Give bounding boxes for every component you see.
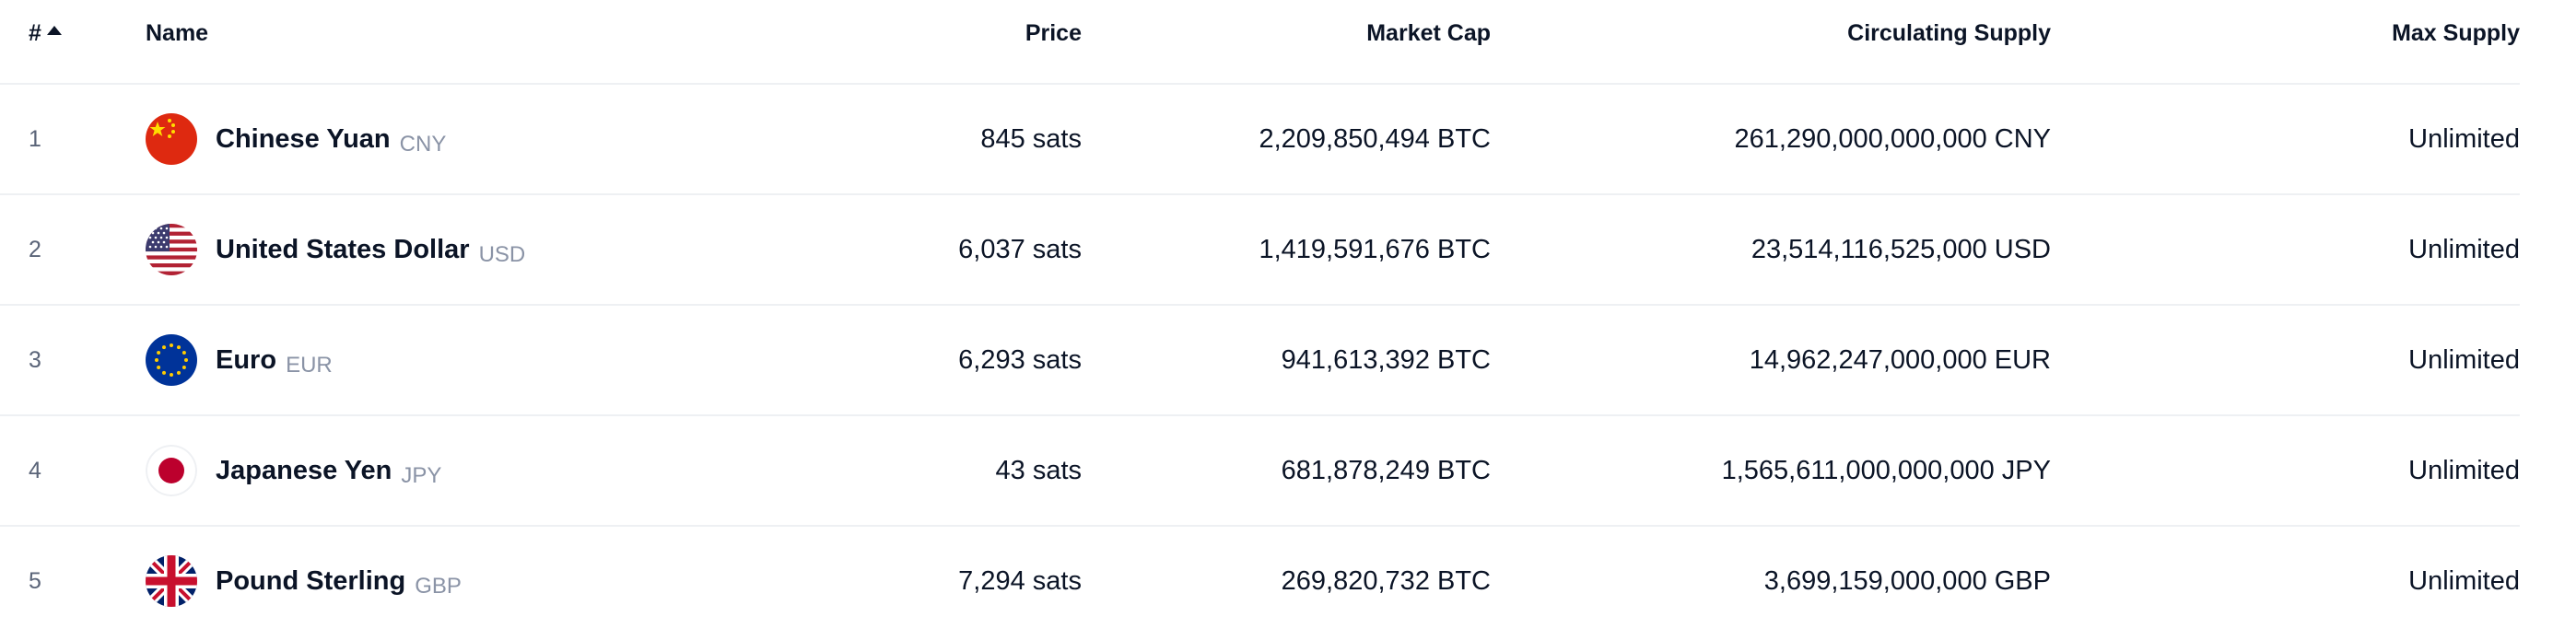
table-row[interactable]: 1 Chinese Yuan CNY 845 sats 2,209,850,494…: [0, 85, 2520, 195]
usa-flag-icon: [146, 224, 197, 275]
circulating-supply-cell: 3,699,159,000,000 GBP: [1763, 566, 2051, 596]
max-supply-cell: Unlimited: [2408, 124, 2520, 154]
table-row[interactable]: 3 Euro EUR 6,293 sats 941,613,392 BTC 14,…: [0, 306, 2520, 416]
rank-cell: 4: [29, 458, 41, 483]
name-cell[interactable]: Chinese Yuan CNY: [146, 85, 790, 193]
price-cell: 7,294 sats: [958, 566, 1082, 596]
currency-table: # Name Price Market Cap Circulating Supp…: [0, 0, 2520, 635]
price-cell: 845 sats: [980, 124, 1082, 154]
table-row[interactable]: 4 Japanese Yen JPY 43 sats 681,878,249 BT…: [0, 416, 2520, 527]
name-header[interactable]: Name: [146, 20, 209, 46]
price-header[interactable]: Price: [1025, 20, 1082, 46]
max-supply-cell: Unlimited: [2408, 345, 2520, 375]
market-cap-cell: 1,419,591,676 BTC: [1259, 235, 1491, 264]
table-row[interactable]: 5 Pound Sterling GBP 7,294 sats 269,820,7…: [0, 527, 2520, 635]
currency-code: USD: [478, 242, 526, 267]
japan-flag-icon: [146, 445, 197, 496]
rank-cell: 1: [29, 126, 41, 152]
currency-code: JPY: [401, 463, 442, 488]
market-cap-cell: 941,613,392 BTC: [1281, 345, 1491, 375]
price-cell: 43 sats: [995, 456, 1083, 485]
currency-name: Pound Sterling: [216, 566, 406, 596]
name-cell[interactable]: Pound Sterling GBP: [146, 527, 790, 635]
currency-code: CNY: [399, 132, 447, 157]
price-cell: 6,293 sats: [958, 345, 1082, 375]
price-cell: 6,037 sats: [958, 235, 1082, 264]
market-cap-header[interactable]: Market Cap: [1366, 20, 1491, 46]
circulating-supply-cell: 14,962,247,000,000 EUR: [1749, 345, 2051, 375]
uk-flag-icon: [146, 555, 197, 607]
max-supply-cell: Unlimited: [2408, 566, 2520, 596]
max-supply-cell: Unlimited: [2408, 456, 2520, 485]
rank-cell: 3: [29, 347, 41, 373]
name-cell[interactable]: Euro EUR: [146, 306, 790, 414]
table-row[interactable]: 2: [0, 195, 2520, 306]
max-supply-cell: Unlimited: [2408, 235, 2520, 264]
currency-name: Chinese Yuan: [216, 124, 391, 154]
name-cell[interactable]: Japanese Yen JPY: [146, 416, 790, 525]
rank-header[interactable]: #: [29, 0, 84, 83]
table-header: # Name Price Market Cap Circulating Supp…: [0, 0, 2520, 85]
eu-flag-icon: [146, 334, 197, 386]
market-cap-cell: 2,209,850,494 BTC: [1259, 124, 1491, 154]
china-flag-icon: [146, 113, 197, 165]
rank-header-label: #: [29, 20, 41, 46]
scroll-fade-overlay: [2520, 0, 2576, 606]
name-cell[interactable]: United States Dollar USD: [146, 195, 790, 304]
currency-name: Japanese Yen: [216, 456, 392, 485]
currency-name: United States Dollar: [216, 235, 470, 264]
currency-name: Euro: [216, 345, 277, 375]
circulating-supply-cell: 261,290,000,000,000 CNY: [1734, 124, 2051, 154]
rank-cell: 5: [29, 568, 41, 594]
currency-code: EUR: [286, 353, 333, 378]
circulating-supply-cell: 23,514,116,525,000 USD: [1751, 235, 2051, 264]
currency-code: GBP: [415, 574, 462, 599]
circulating-supply-cell: 1,565,611,000,000,000 JPY: [1721, 456, 2051, 485]
circulating-supply-header[interactable]: Circulating Supply: [1847, 20, 2051, 46]
market-cap-cell: 269,820,732 BTC: [1281, 566, 1491, 596]
max-supply-header[interactable]: Max Supply: [2392, 20, 2520, 46]
market-cap-cell: 681,878,249 BTC: [1281, 456, 1491, 485]
rank-cell: 2: [29, 237, 41, 262]
sort-ascending-icon[interactable]: [46, 26, 62, 36]
